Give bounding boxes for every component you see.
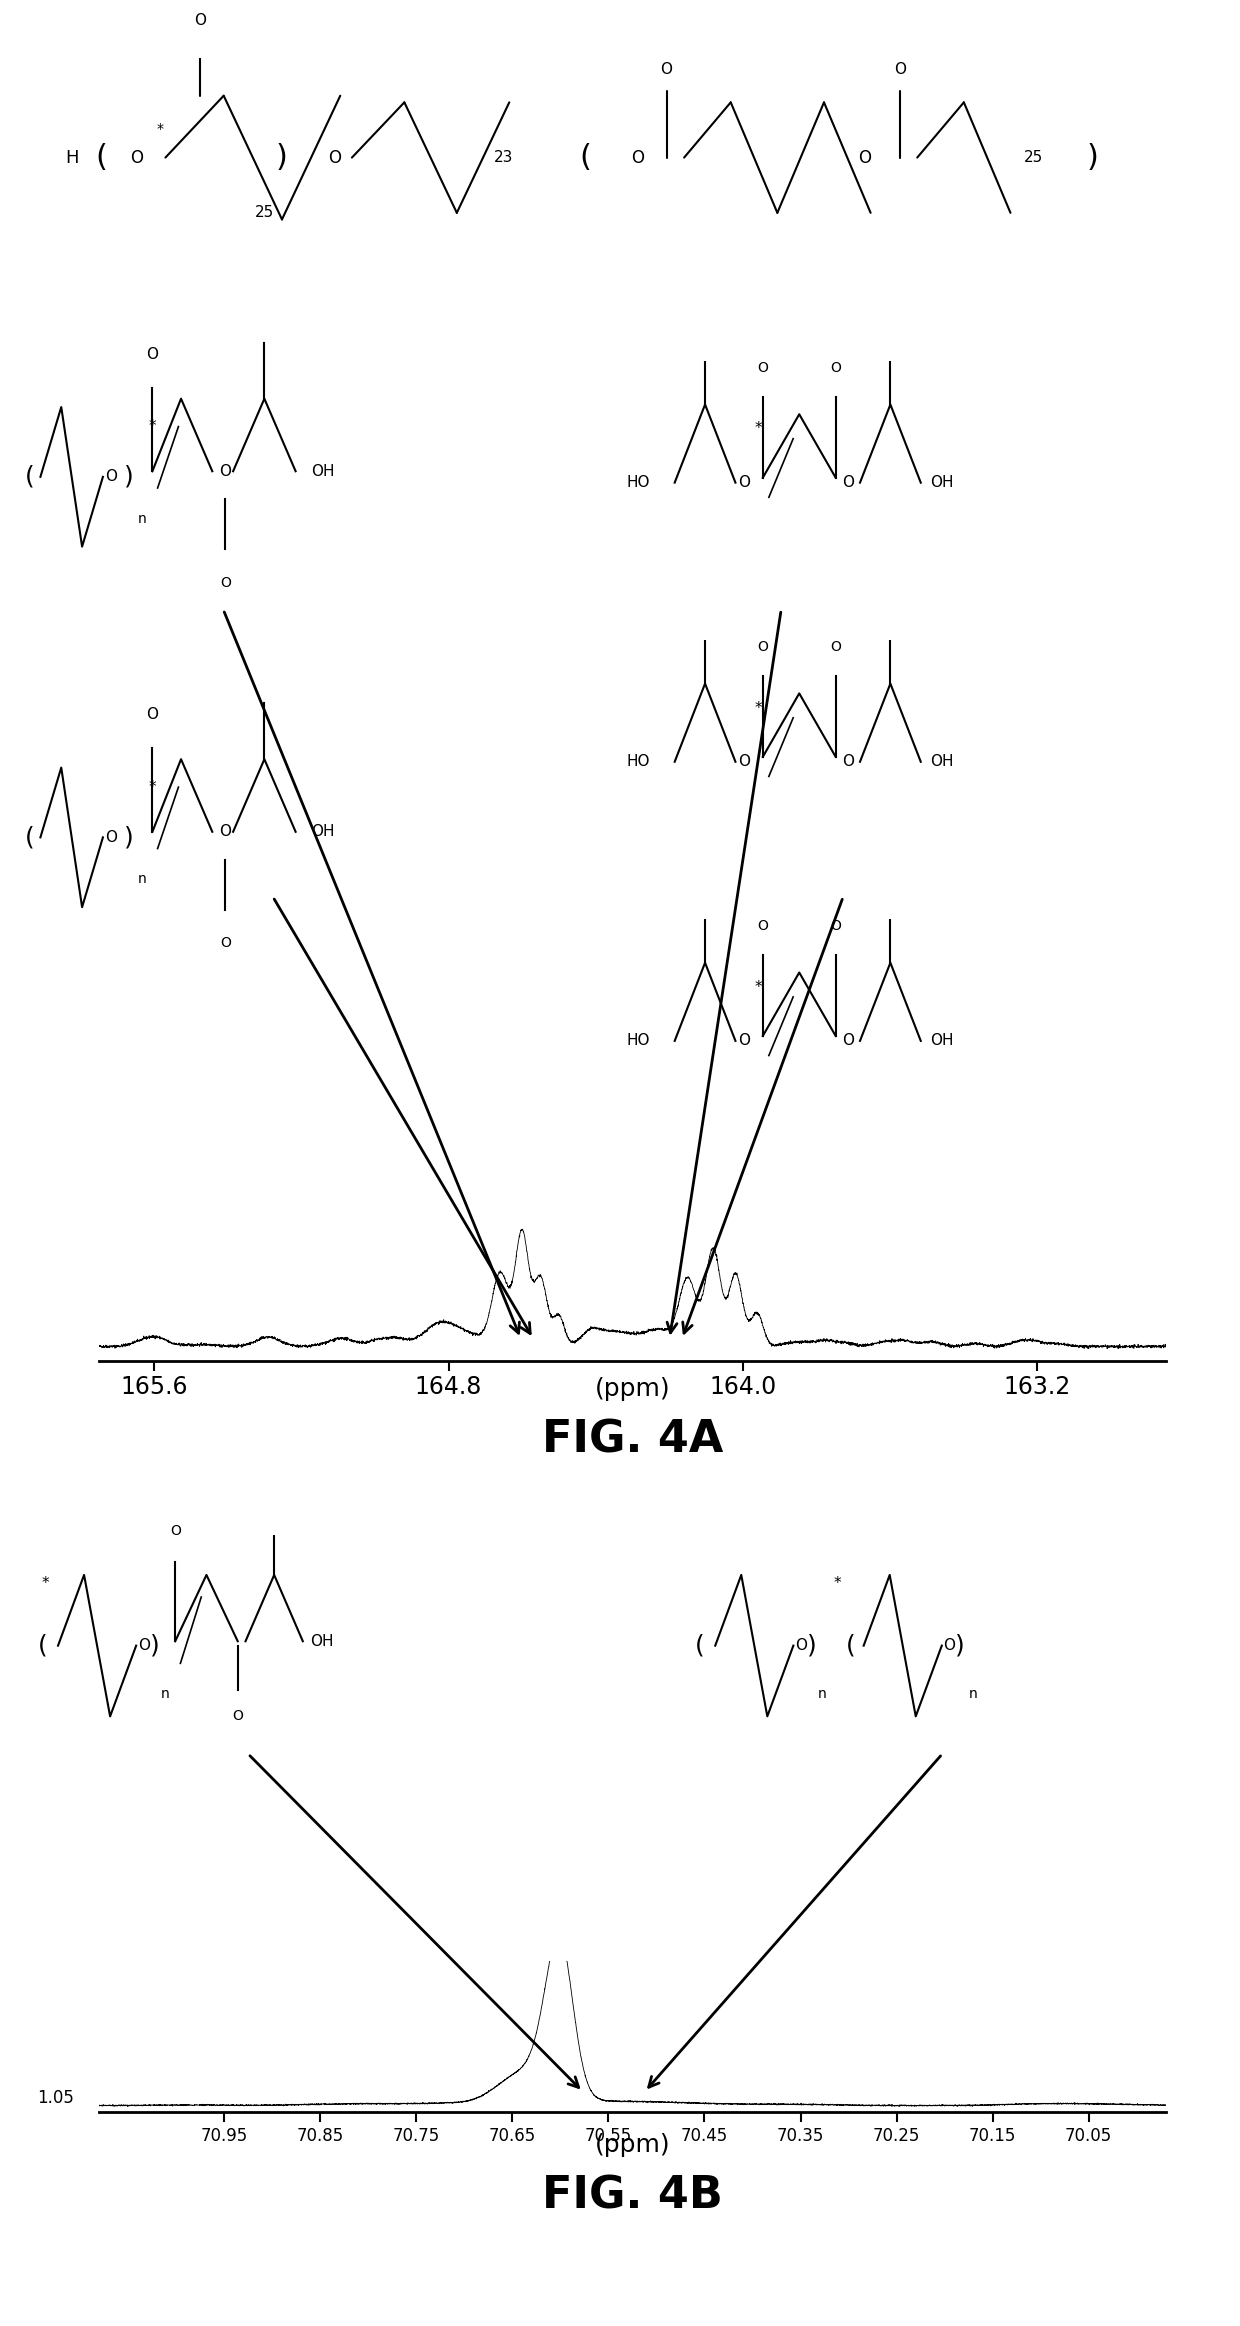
Text: (ppm): (ppm) bbox=[595, 2133, 670, 2156]
Text: OH: OH bbox=[310, 1633, 334, 1649]
Text: O: O bbox=[146, 347, 159, 361]
Text: O: O bbox=[146, 707, 159, 721]
Text: O: O bbox=[842, 1033, 854, 1049]
Text: O: O bbox=[219, 463, 232, 479]
Text: O: O bbox=[739, 754, 750, 770]
Text: n: n bbox=[968, 1686, 977, 1700]
Text: O: O bbox=[858, 149, 872, 167]
Text: O: O bbox=[739, 475, 750, 491]
Text: O: O bbox=[661, 63, 672, 77]
Text: O: O bbox=[219, 937, 231, 951]
Text: *: * bbox=[755, 421, 763, 437]
Text: (: ( bbox=[25, 826, 35, 849]
Text: OH: OH bbox=[311, 463, 335, 479]
Text: 25: 25 bbox=[255, 205, 274, 221]
Text: O: O bbox=[944, 1638, 956, 1654]
Text: ): ) bbox=[124, 465, 134, 488]
Text: HO: HO bbox=[626, 1033, 650, 1049]
Text: O: O bbox=[758, 640, 769, 654]
Text: O: O bbox=[831, 640, 841, 654]
Text: *: * bbox=[149, 779, 156, 795]
Text: OH: OH bbox=[311, 823, 335, 840]
Text: *: * bbox=[149, 419, 156, 435]
Text: H: H bbox=[66, 149, 79, 167]
Text: O: O bbox=[219, 577, 231, 591]
Text: OH: OH bbox=[930, 754, 954, 770]
Text: HO: HO bbox=[626, 475, 650, 491]
Text: O: O bbox=[795, 1638, 807, 1654]
Text: *: * bbox=[755, 700, 763, 716]
Text: OH: OH bbox=[930, 475, 954, 491]
Text: 23: 23 bbox=[494, 151, 513, 165]
Text: O: O bbox=[842, 754, 854, 770]
Text: O: O bbox=[170, 1524, 181, 1537]
Text: 1.05: 1.05 bbox=[37, 2089, 74, 2107]
Text: O: O bbox=[758, 919, 769, 933]
Text: *: * bbox=[156, 121, 164, 135]
Text: O: O bbox=[219, 823, 232, 840]
Text: O: O bbox=[130, 149, 143, 167]
Text: FIG. 4A: FIG. 4A bbox=[542, 1419, 723, 1461]
Text: HO: HO bbox=[626, 754, 650, 770]
Text: O: O bbox=[327, 149, 341, 167]
Text: O: O bbox=[894, 63, 905, 77]
Text: FIG. 4B: FIG. 4B bbox=[542, 2175, 723, 2217]
Text: ): ) bbox=[807, 1633, 816, 1658]
Text: (: ( bbox=[25, 465, 35, 488]
Text: (ppm): (ppm) bbox=[595, 1377, 670, 1400]
Text: (: ( bbox=[37, 1633, 47, 1658]
Text: O: O bbox=[631, 149, 644, 167]
Text: *: * bbox=[41, 1577, 48, 1591]
Text: O: O bbox=[138, 1638, 150, 1654]
Text: n: n bbox=[138, 872, 146, 886]
Text: ): ) bbox=[277, 144, 288, 172]
Text: O: O bbox=[842, 475, 854, 491]
Text: (: ( bbox=[95, 144, 107, 172]
Text: *: * bbox=[755, 979, 763, 996]
Text: O: O bbox=[758, 361, 769, 374]
Text: ): ) bbox=[124, 826, 134, 849]
Text: O: O bbox=[831, 361, 841, 374]
Text: (: ( bbox=[579, 144, 591, 172]
Text: O: O bbox=[831, 919, 841, 933]
Text: n: n bbox=[160, 1686, 169, 1700]
Text: O: O bbox=[195, 14, 206, 28]
Text: 25: 25 bbox=[1024, 151, 1043, 165]
Text: n: n bbox=[138, 512, 146, 526]
Text: O: O bbox=[104, 830, 117, 844]
Text: ): ) bbox=[150, 1633, 159, 1658]
Text: OH: OH bbox=[930, 1033, 954, 1049]
Text: ): ) bbox=[955, 1633, 965, 1658]
Text: *: * bbox=[833, 1577, 842, 1591]
Text: (: ( bbox=[846, 1633, 856, 1658]
Text: (: ( bbox=[694, 1633, 704, 1658]
Text: O: O bbox=[104, 470, 117, 484]
Text: O: O bbox=[232, 1710, 243, 1724]
Text: ): ) bbox=[1086, 144, 1097, 172]
Text: n: n bbox=[817, 1686, 826, 1700]
Text: O: O bbox=[739, 1033, 750, 1049]
